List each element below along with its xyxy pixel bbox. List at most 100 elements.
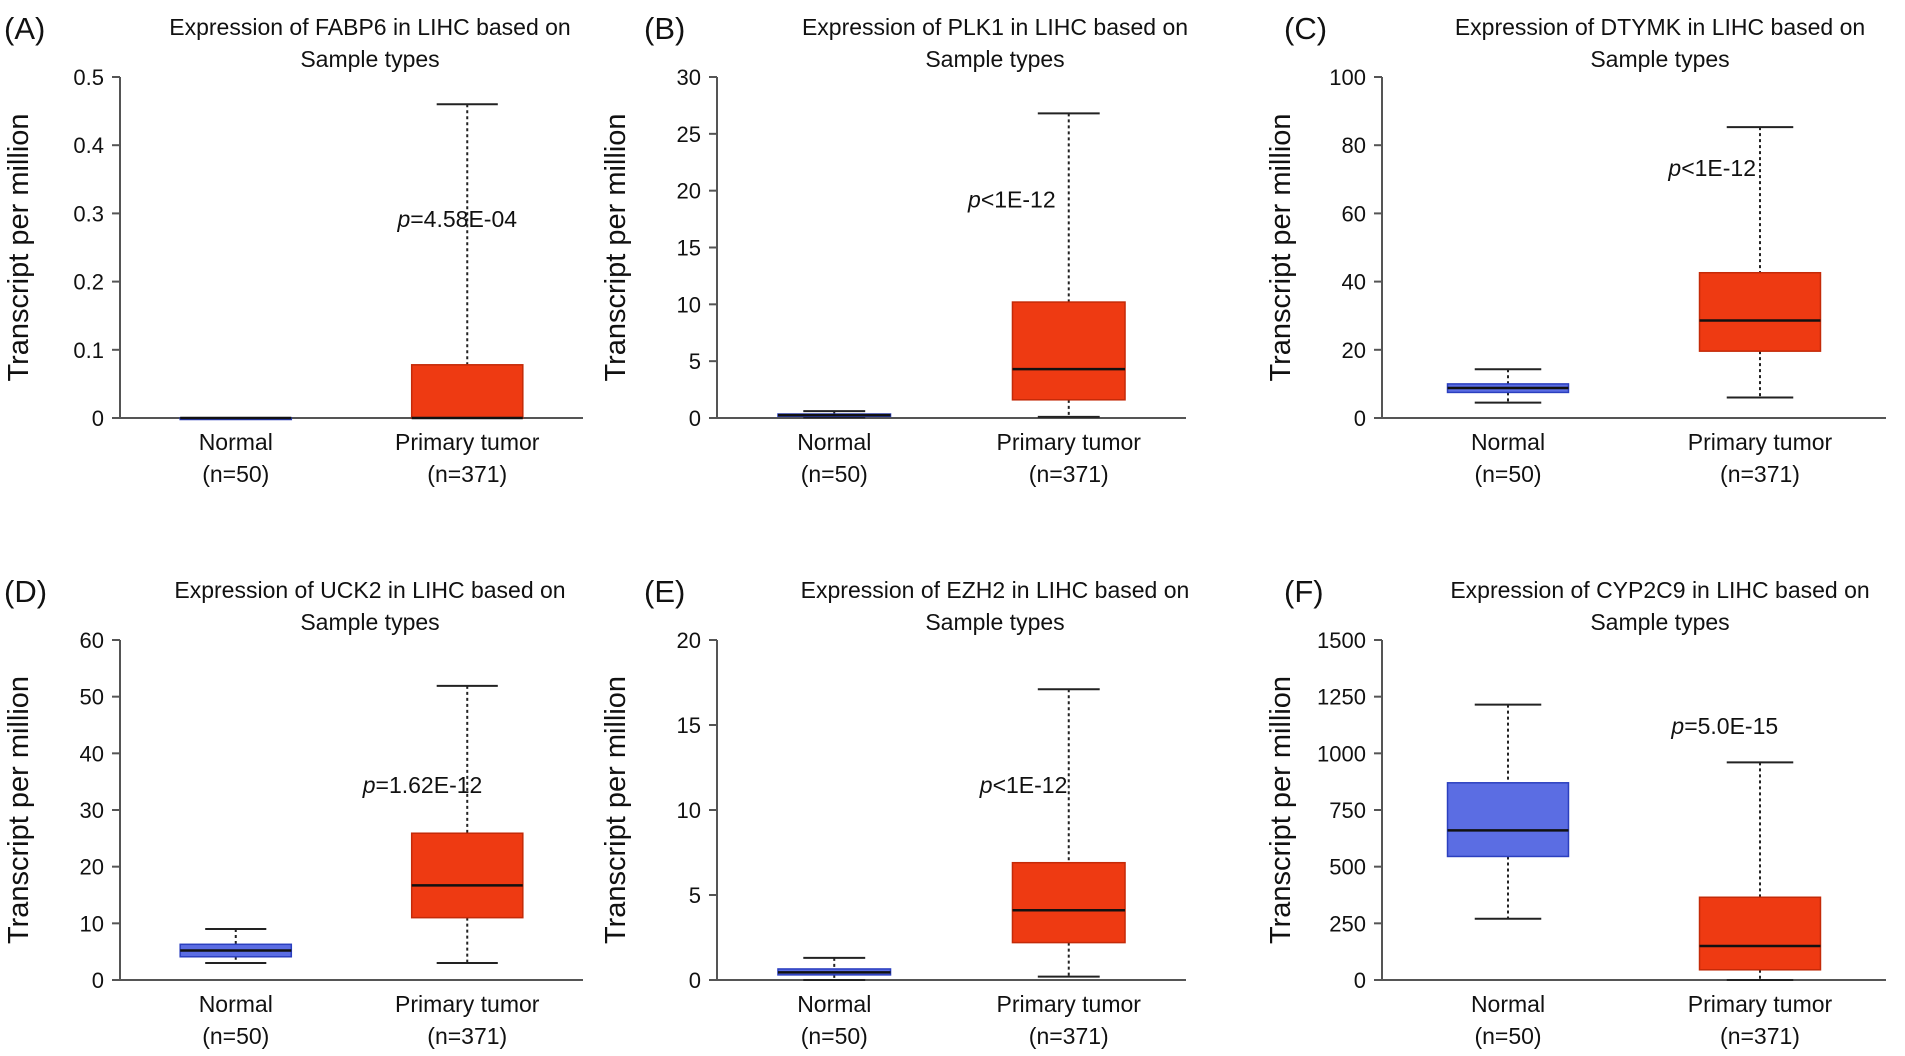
box-primary-tumor <box>410 684 524 964</box>
box-normal <box>777 410 892 419</box>
p-value-text: =5.0E-15 <box>1684 713 1778 739</box>
chart-title-line-2: Sample types <box>1590 46 1729 72</box>
y-tick-label: 15 <box>677 713 701 738</box>
box-normal <box>179 928 293 964</box>
p-value-symbol: p <box>1667 155 1681 181</box>
y-tick-label: 0.1 <box>73 338 104 363</box>
panel-label: (F) <box>1284 574 1324 609</box>
box-primary-tumor <box>1011 112 1126 418</box>
y-tick-label: 0 <box>92 406 104 431</box>
chart-title-line-1: Expression of UCK2 in LIHC based on <box>174 577 565 603</box>
category-n-label: (n=50) <box>202 461 269 487</box>
category-n-label: (n=371) <box>1029 461 1109 487</box>
iqr-box <box>410 364 524 419</box>
chart-title-line-2: Sample types <box>1590 609 1729 635</box>
category-label: Primary tumor <box>395 429 540 455</box>
panel-label: (D) <box>4 574 47 609</box>
p-value-annotation: p<1E-12 <box>979 772 1068 798</box>
chart-panel-d: (D) Expression of UCK2 in LIHC based on Sa… <box>3 574 583 1049</box>
y-tick-label: 10 <box>677 292 701 317</box>
y-axis-label: Transcript per million <box>600 676 632 944</box>
y-axis-label: Transcript per million <box>600 113 632 381</box>
panel-label: (C) <box>1284 11 1327 46</box>
chart-title-line-2: Sample types <box>925 609 1064 635</box>
box-normal <box>777 956 892 981</box>
p-value-symbol: p <box>967 187 981 213</box>
y-tick-label: 0 <box>689 406 701 431</box>
p-value-symbol: p <box>362 772 376 798</box>
iqr-box <box>1011 301 1126 401</box>
p-value-annotation: p<1E-12 <box>967 187 1056 213</box>
y-tick-label: 30 <box>677 65 701 90</box>
category-label: Normal <box>797 991 871 1017</box>
box-primary-tumor <box>1011 688 1126 978</box>
category-label: Primary tumor <box>997 991 1142 1017</box>
y-tick-label: 0 <box>92 968 104 993</box>
p-value-annotation: p<1E-12 <box>1667 155 1756 181</box>
iqr-box <box>1698 896 1822 971</box>
y-tick-label: 0 <box>1354 968 1366 993</box>
y-tick-label: 0 <box>1354 406 1366 431</box>
category-label: Normal <box>199 991 273 1017</box>
y-tick-label: 20 <box>677 179 701 204</box>
category-label: Normal <box>1471 991 1545 1017</box>
box-primary-tumor <box>410 103 524 420</box>
p-value-symbol: p <box>396 206 410 232</box>
category-label: Primary tumor <box>1688 991 1833 1017</box>
chart-title-line-1: Expression of FABP6 in LIHC based on <box>169 14 570 40</box>
p-value-symbol: p <box>1670 713 1684 739</box>
y-tick-label: 10 <box>677 798 701 823</box>
y-tick-label: 0.3 <box>73 201 104 226</box>
y-axis-label: Transcript per million <box>3 113 35 381</box>
p-value-text: =4.58E-04 <box>410 206 517 232</box>
panel-label: (B) <box>644 11 685 46</box>
y-tick-label: 20 <box>1342 338 1366 363</box>
category-n-label: (n=50) <box>1474 1023 1541 1049</box>
y-tick-label: 0 <box>689 968 701 993</box>
y-tick-label: 0.4 <box>73 133 104 158</box>
y-tick-label: 0.5 <box>73 65 104 90</box>
y-axis-label: Transcript per million <box>1265 113 1297 381</box>
chart-panel-c: (C) Expression of DTYMK in LIHC based on S… <box>1265 11 1886 487</box>
p-value-text: <1E-12 <box>981 187 1056 213</box>
box-normal <box>179 416 293 421</box>
panel-label: (E) <box>644 574 685 609</box>
y-tick-label: 1250 <box>1317 685 1366 710</box>
chart-panel-f: (F) Expression of CYP2C9 in LIHC based on… <box>1265 574 1886 1049</box>
y-tick-label: 40 <box>1342 270 1366 295</box>
category-label: Primary tumor <box>1688 429 1833 455</box>
chart-title-line-2: Sample types <box>300 609 439 635</box>
iqr-box <box>410 832 524 919</box>
y-tick-label: 500 <box>1329 855 1366 880</box>
y-tick-label: 20 <box>677 628 701 653</box>
y-tick-label: 0.2 <box>73 270 104 295</box>
box-primary-tumor <box>1698 761 1822 981</box>
y-tick-label: 80 <box>1342 133 1366 158</box>
category-label: Normal <box>797 429 871 455</box>
chart-title-line-2: Sample types <box>300 46 439 72</box>
p-value-text: <1E-12 <box>1681 155 1756 181</box>
y-tick-label: 5 <box>689 883 701 908</box>
chart-panel-e: (E) Expression of EZH2 in LIHC based on Sa… <box>600 574 1189 1049</box>
chart-title-line-1: Expression of PLK1 in LIHC based on <box>802 14 1188 40</box>
category-n-label: (n=50) <box>202 1023 269 1049</box>
y-tick-label: 40 <box>80 741 104 766</box>
p-value-annotation: p=1.62E-12 <box>362 772 483 798</box>
chart-panel-b: (B) Expression of PLK1 in LIHC based on Sa… <box>600 11 1188 487</box>
y-axis-label: Transcript per million <box>1265 676 1297 944</box>
p-value-annotation: p=5.0E-15 <box>1670 713 1778 739</box>
category-label: Primary tumor <box>997 429 1142 455</box>
box-normal <box>1446 703 1570 920</box>
panel-label: (A) <box>4 11 45 46</box>
category-n-label: (n=371) <box>427 461 507 487</box>
p-value-text: <1E-12 <box>993 772 1068 798</box>
y-tick-label: 50 <box>80 685 104 710</box>
category-label: Normal <box>199 429 273 455</box>
chart-title-line-1: Expression of DTYMK in LIHC based on <box>1455 14 1865 40</box>
category-n-label: (n=371) <box>1720 1023 1800 1049</box>
box-primary-tumor <box>1698 126 1822 399</box>
y-tick-label: 60 <box>80 628 104 653</box>
p-value-symbol: p <box>979 772 993 798</box>
chart-title-line-2: Sample types <box>925 46 1064 72</box>
